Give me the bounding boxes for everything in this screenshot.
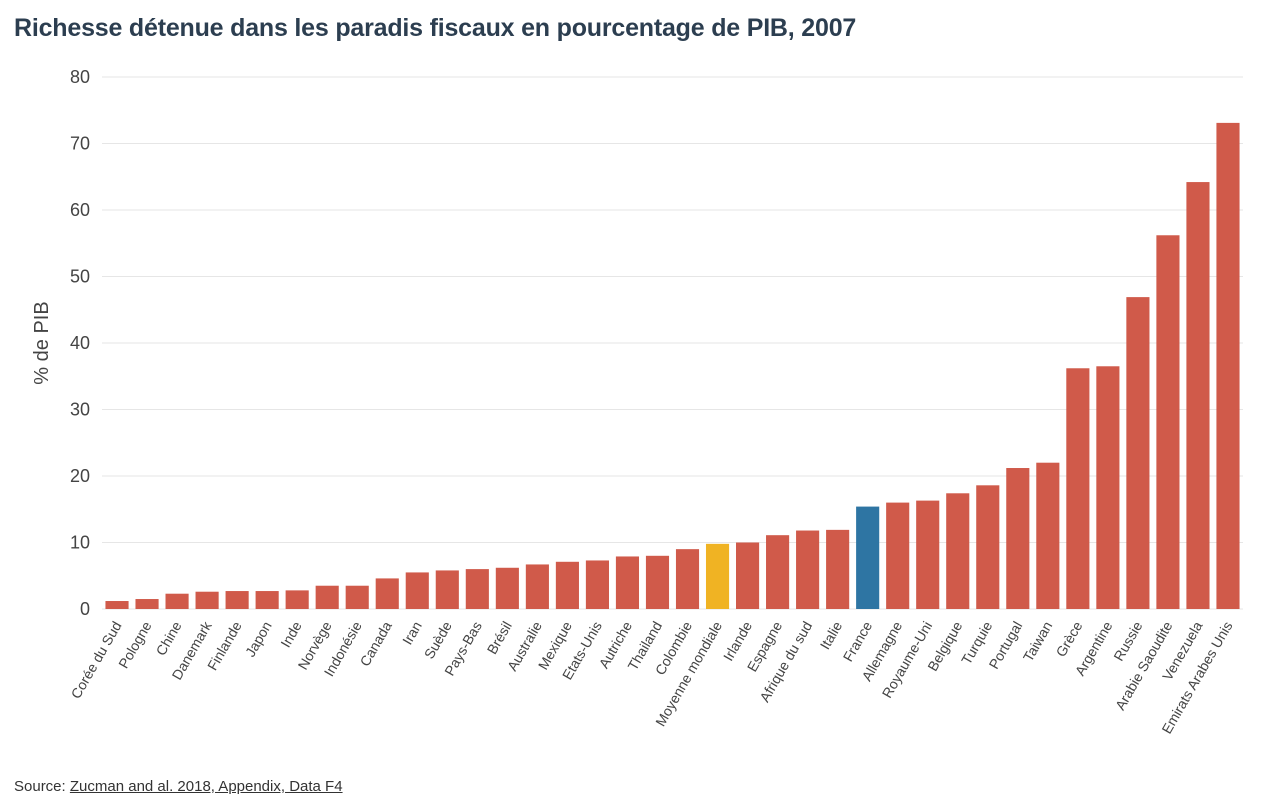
y-tick-label: 30 [70,400,90,420]
y-tick-label: 40 [70,333,90,353]
bar-taiwan[interactable] [1036,462,1060,609]
y-tick-label: 70 [70,134,90,154]
bar-france[interactable] [856,506,880,609]
bar-indon-sie[interactable] [345,585,369,609]
bar-russie[interactable] [1126,297,1150,609]
x-axis-ticks: Corée du SudPologneChineDanemarkFinlande… [68,618,1236,737]
x-tick-label: Brésil [484,619,515,657]
bar-emirats-arabes-unis[interactable] [1216,122,1240,609]
bar-arabie-saoudite[interactable] [1156,235,1180,609]
bar-canada[interactable] [375,578,399,609]
x-tick-label: Japon [242,619,275,660]
bar-afrique-du-sud[interactable] [796,530,820,609]
bar-argentine[interactable] [1096,366,1120,609]
chart-title: Richesse détenue dans les paradis fiscau… [14,14,857,42]
bar-portugal[interactable] [1006,468,1030,609]
bars [105,122,1240,610]
bar-norv-ge[interactable] [315,585,339,609]
y-tick-label: 80 [70,67,90,87]
y-tick-label: 20 [70,466,90,486]
bar-espagne[interactable] [766,535,790,609]
bar-pologne[interactable] [135,599,159,609]
bar-colombie[interactable] [675,549,700,609]
bar-finlande[interactable] [225,591,249,609]
bar-gr-ce[interactable] [1066,368,1090,609]
bar-inde[interactable] [285,590,309,609]
bar-pays-bas[interactable] [465,569,489,609]
bar-irlande[interactable] [736,542,760,610]
bar-turquie[interactable] [976,485,1000,609]
bar-danemark[interactable] [195,591,219,609]
bar-italie[interactable] [826,529,850,609]
y-tick-label: 10 [70,533,90,553]
bar-thailand[interactable] [645,555,670,609]
bar-mexique[interactable] [555,561,579,609]
source-note: Source: Zucman and al. 2018, Appendix, D… [14,778,343,795]
bar-australie[interactable] [525,564,549,609]
bar-belgique[interactable] [946,493,970,609]
bar-chine[interactable] [165,593,189,609]
bar-allemagne[interactable] [886,502,910,609]
source-prefix: Source: [14,778,70,795]
bar-moyenne-mondiale[interactable] [705,543,730,609]
source-link[interactable]: Zucman and al. 2018, Appendix, Data F4 [69,778,343,795]
y-axis-ticks: 0 10 20 30 40 50 60 70 80 [70,67,90,619]
x-tick-label: Taiwan [1020,619,1056,665]
bar-japon[interactable] [255,591,279,609]
bar-cor-e-du-sud[interactable] [105,601,129,609]
x-tick-label: Italie [817,618,846,652]
bar-royaume-uni[interactable] [916,500,940,609]
bar-autriche[interactable] [615,556,640,609]
y-tick-label: 50 [70,267,90,287]
bar-etats-unis[interactable] [585,560,609,609]
bar-su-de[interactable] [435,570,459,609]
y-tick-label: 0 [80,599,90,619]
bar-iran[interactable] [405,572,429,609]
x-tick-label: Iran [399,619,425,648]
y-tick-label: 60 [70,200,90,220]
x-tick-label: Chine [153,618,185,658]
bar-br-sil[interactable] [495,567,519,609]
x-tick-label: Inde [277,618,305,650]
y-axis-label: % de PIB [31,301,53,384]
bar-venezuela[interactable] [1186,182,1210,609]
